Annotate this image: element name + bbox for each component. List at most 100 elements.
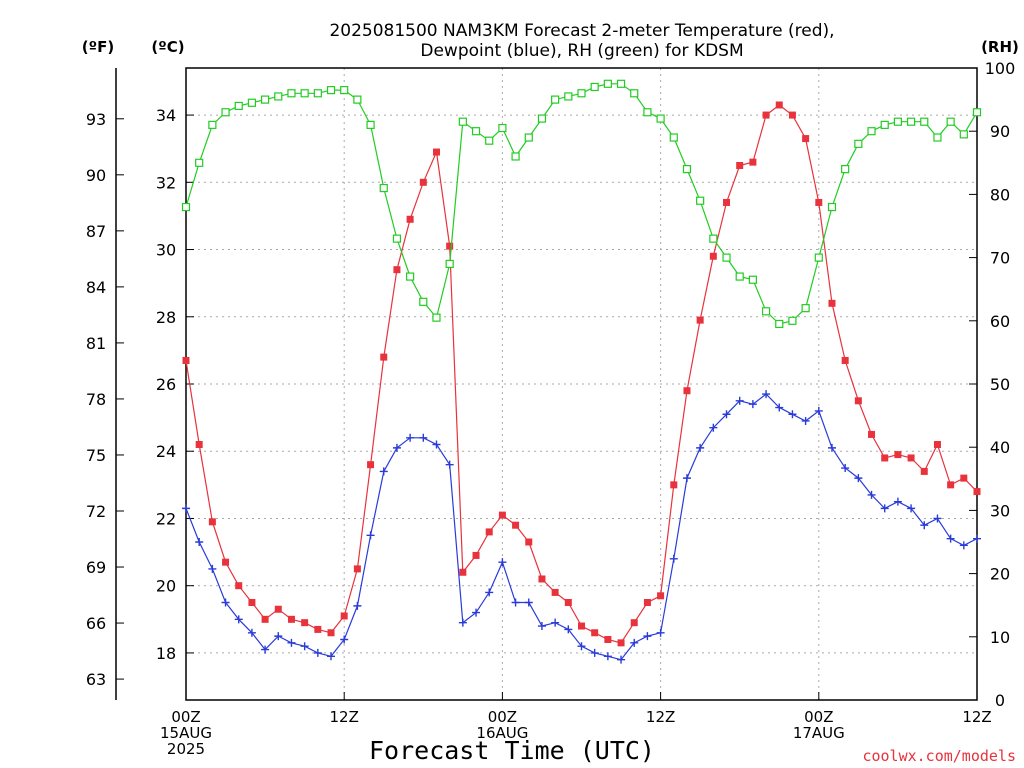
rh-point [682, 165, 692, 174]
rh-point [419, 297, 428, 306]
series-dewpoint [182, 390, 981, 664]
celsius-tick-label: 22 [156, 509, 176, 528]
rh-point [616, 79, 626, 88]
temperature-point [841, 356, 849, 364]
dewpoint-point [537, 622, 546, 631]
rh-point [287, 89, 296, 98]
dewpoint-point [485, 588, 494, 597]
temperature-point [933, 441, 941, 449]
temperature-point [512, 521, 520, 529]
dewpoint-point [920, 521, 929, 530]
fahrenheit-tick-label: 78 [86, 390, 106, 409]
temperature-point [749, 158, 757, 166]
dewpoint-point [893, 497, 902, 506]
dewpoint-point [392, 443, 401, 452]
x-tick-label: 12Z [330, 708, 359, 726]
rh-point [524, 133, 533, 142]
dewpoint-point [511, 598, 520, 607]
temperature-point [802, 135, 810, 143]
rh-tick-label: 20 [990, 565, 1010, 584]
rh-point [854, 139, 863, 148]
rh-point [340, 86, 349, 95]
rh-point [696, 196, 705, 205]
x-axis-label: Forecast Time (UTC) [369, 736, 655, 765]
dewpoint-point [234, 615, 243, 624]
celsius-tick-label: 24 [156, 442, 176, 461]
rh-tick-label: 40 [990, 438, 1010, 457]
temperature-point [327, 629, 335, 637]
rh-tick-label: 80 [990, 185, 1010, 204]
dewpoint-point [458, 618, 467, 627]
temperature-point [551, 588, 559, 596]
rh-point [300, 89, 309, 98]
rh-point [432, 313, 441, 322]
rh-tick-label: 90 [990, 122, 1010, 141]
temperature-point [788, 111, 796, 119]
temperature-point [314, 625, 322, 633]
temperature-point [222, 558, 230, 566]
dewpoint-point [867, 490, 876, 499]
temperature-point [538, 575, 546, 583]
rh-point [946, 117, 955, 126]
dewpoint-point [775, 403, 784, 412]
temperature-point [446, 242, 454, 250]
temperature-point [775, 101, 783, 109]
temperature-point [947, 481, 955, 489]
x-tick-label: 00Z [488, 708, 517, 726]
rh-point [195, 158, 204, 167]
dewpoint-point [208, 564, 217, 573]
temperature-point [920, 467, 928, 475]
rh-point [577, 89, 586, 98]
dewpoint-point [564, 625, 573, 634]
rh-point [313, 89, 322, 98]
celsius-unit-label: (ºC) [151, 38, 184, 56]
temperature-point [578, 622, 585, 630]
dewpoint-point [814, 406, 823, 415]
rh-tick-label: 0 [995, 691, 1005, 710]
temperature-point [498, 511, 506, 519]
fahrenheit-tick-label: 81 [86, 334, 106, 353]
x-tick-label: 15AUG [160, 724, 212, 742]
rh-tick-label: 10 [990, 628, 1010, 647]
x-tick-label: 00Z [171, 708, 200, 726]
fahrenheit-tick-label: 63 [86, 670, 106, 689]
temperature-point [960, 474, 968, 482]
rh-point [880, 120, 889, 129]
rh-tick-label: 100 [985, 59, 1016, 78]
dewpoint-point [603, 652, 612, 661]
fahrenheit-tick-label: 72 [86, 502, 106, 521]
temperature-point [881, 454, 889, 462]
dewpoint-point [762, 390, 771, 399]
x-tick-label: 00Z [804, 708, 833, 726]
rh-point [669, 133, 678, 142]
rh-point [564, 92, 573, 101]
celsius-tick-label: 26 [156, 375, 176, 394]
rh-line [185, 83, 978, 325]
x-tick-label: 12Z [962, 708, 991, 726]
dewpoint-point [524, 598, 533, 607]
temperature-point [525, 538, 533, 546]
fahrenheit-tick-label: 87 [86, 222, 106, 241]
dewpoint-point [287, 638, 296, 647]
rh-point [735, 272, 744, 281]
temperature-point [670, 481, 678, 489]
rh-point [603, 79, 612, 88]
dewpoint-point [221, 598, 230, 607]
rh-point [274, 92, 283, 101]
dewpoint-point [827, 443, 836, 452]
rh-point [972, 108, 982, 117]
rh-point [920, 117, 929, 126]
rh-point [775, 319, 784, 329]
temperature-point [367, 461, 375, 469]
axes [115, 67, 978, 701]
credit-link[interactable]: coolwx.com/models [862, 747, 1016, 765]
rh-point [722, 253, 731, 262]
dewpoint-point [247, 628, 256, 637]
dewpoint-point [432, 440, 441, 449]
rh-point [814, 253, 823, 262]
dewpoint-point [577, 642, 586, 651]
rh-point [445, 259, 454, 269]
temperature-line [185, 104, 978, 644]
rh-point [392, 234, 402, 243]
